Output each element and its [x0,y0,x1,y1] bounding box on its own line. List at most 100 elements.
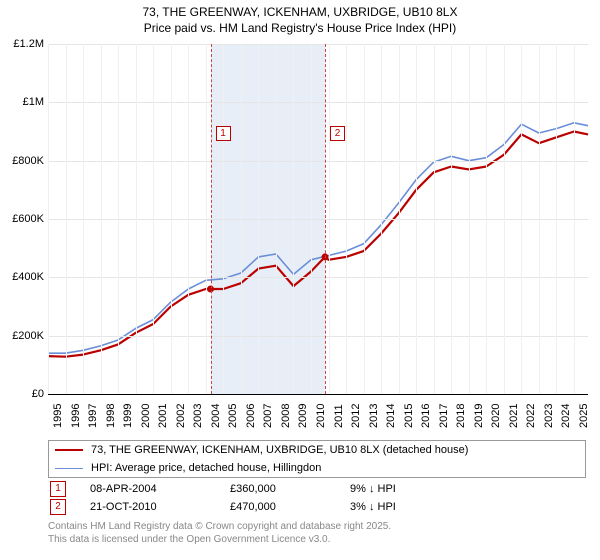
y-gridline [48,102,588,103]
x-axis-label: 2003 [192,404,204,428]
x-gridline [486,44,487,394]
x-axis-label: 2024 [560,404,572,428]
x-gridline [574,44,575,394]
x-gridline [206,44,207,394]
x-gridline [48,44,49,394]
event-row: 2 21-OCT-2010 £470,000 3% ↓ HPI [48,498,586,516]
y-axis-label: £1M [2,96,44,108]
x-axis-label: 1997 [87,404,99,428]
legend-label-price: 73, THE GREENWAY, ICKENHAM, UXBRIDGE, UB… [91,444,468,456]
x-gridline [136,44,137,394]
x-gridline [83,44,84,394]
chart-container: 73, THE GREENWAY, ICKENHAM, UXBRIDGE, UB… [0,0,600,560]
event-delta: 3% ↓ HPI [350,501,586,513]
x-axis-label: 2012 [350,404,362,428]
event-price: £470,000 [230,501,350,513]
event-vline [211,44,212,394]
x-axis-label: 2015 [403,404,415,428]
chart-plot-area: 12 [48,44,588,395]
x-axis-label: 2018 [455,404,467,428]
x-gridline [153,44,154,394]
x-gridline [434,44,435,394]
x-gridline [171,44,172,394]
x-axis-label: 2023 [543,404,555,428]
x-axis-label: 1998 [105,404,117,428]
x-axis-label: 2013 [368,404,380,428]
y-gridline [48,277,588,278]
legend-swatch-price [55,449,83,451]
x-gridline [101,44,102,394]
x-axis-label: 2017 [438,404,450,428]
events-table: 1 08-APR-2004 £360,000 9% ↓ HPI 2 21-OCT… [48,480,586,516]
x-axis-label: 2009 [297,404,309,428]
legend-box: 73, THE GREENWAY, ICKENHAM, UXBRIDGE, UB… [48,440,586,478]
x-gridline [346,44,347,394]
footer-attribution: Contains HM Land Registry data © Crown c… [48,521,391,546]
legend-label-hpi: HPI: Average price, detached house, Hill… [91,462,321,474]
legend-row: 73, THE GREENWAY, ICKENHAM, UXBRIDGE, UB… [49,441,585,459]
x-gridline [66,44,67,394]
series-line-price_paid [48,132,588,357]
x-axis-label: 1999 [122,404,134,428]
x-axis-label: 2002 [175,404,187,428]
title-line-1: 73, THE GREENWAY, ICKENHAM, UXBRIDGE, UB… [0,4,600,20]
x-gridline [276,44,277,394]
y-axis-label: £0 [2,388,44,400]
x-gridline [556,44,557,394]
x-gridline [469,44,470,394]
x-axis-label: 2000 [140,404,152,428]
x-gridline [223,44,224,394]
x-axis-label: 2021 [508,404,520,428]
x-axis-label: 1996 [70,404,82,428]
event-delta: 9% ↓ HPI [350,483,586,495]
x-axis-label: 2010 [315,404,327,428]
x-axis-label: 2001 [157,404,169,428]
x-gridline [416,44,417,394]
x-gridline [258,44,259,394]
x-gridline [311,44,312,394]
x-gridline [539,44,540,394]
event-vline [325,44,326,394]
x-axis-label: 2004 [210,404,222,428]
series-line-hpi [48,123,588,353]
event-date: 21-OCT-2010 [90,501,230,513]
x-gridline [329,44,330,394]
x-gridline [521,44,522,394]
x-gridline [504,44,505,394]
y-axis-label: £800K [2,155,44,167]
title-line-2: Price paid vs. HM Land Registry's House … [0,20,600,36]
y-gridline [48,44,588,45]
x-axis-label: 2008 [280,404,292,428]
y-gridline [48,219,588,220]
x-axis-label: 2005 [227,404,239,428]
y-axis-label: £600K [2,213,44,225]
x-gridline [293,44,294,394]
y-axis-label: £1.2M [2,38,44,50]
footer-line-2: This data is licensed under the Open Gov… [48,534,391,547]
x-axis-label: 2020 [490,404,502,428]
axis-event-marker: 2 [330,126,345,141]
x-gridline [451,44,452,394]
event-date: 08-APR-2004 [90,483,230,495]
x-gridline [118,44,119,394]
legend-swatch-hpi [55,468,83,469]
event-marker-icon: 1 [50,481,66,497]
y-gridline [48,336,588,337]
event-row: 1 08-APR-2004 £360,000 9% ↓ HPI [48,480,586,498]
footer-line-1: Contains HM Land Registry data © Crown c… [48,521,391,534]
x-axis-label: 1995 [52,404,64,428]
x-axis-label: 2022 [525,404,537,428]
axis-event-marker: 1 [216,126,231,141]
x-gridline [241,44,242,394]
x-gridline [188,44,189,394]
y-axis-label: £400K [2,271,44,283]
event-marker-icon: 2 [50,499,66,515]
x-axis-label: 2016 [420,404,432,428]
x-axis-label: 2025 [578,404,590,428]
y-axis-label: £200K [2,330,44,342]
x-gridline [399,44,400,394]
y-gridline [48,161,588,162]
title-block: 73, THE GREENWAY, ICKENHAM, UXBRIDGE, UB… [0,0,600,36]
event-price: £360,000 [230,483,350,495]
x-axis-label: 2014 [385,404,397,428]
